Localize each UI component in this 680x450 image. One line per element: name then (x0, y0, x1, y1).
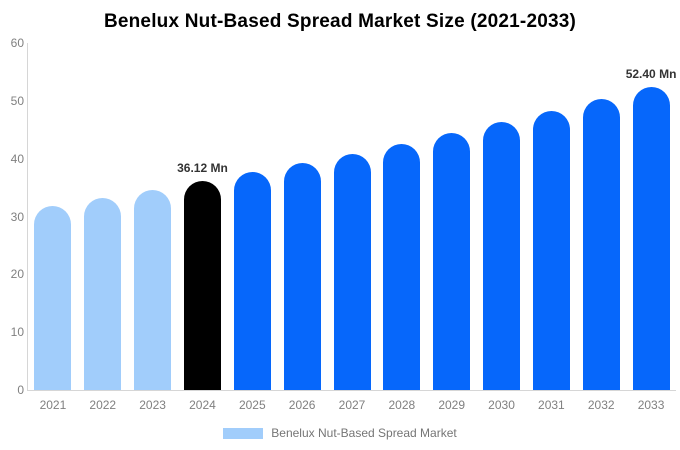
x-tick-label-2021: 2021 (39, 398, 67, 412)
bar-2029[interactable] (433, 133, 471, 390)
chart-title: Benelux Nut-Based Spread Market Size (20… (103, 11, 577, 32)
x-axis-line (27, 390, 676, 391)
y-tick-label-20: 20 (10, 267, 24, 282)
bar-2022[interactable] (84, 197, 122, 390)
bar-2026[interactable] (283, 163, 321, 390)
x-tick-label-2023: 2023 (139, 398, 166, 412)
value-label-2033: 52.40 Mn (625, 66, 677, 81)
x-tick-label-2032: 2032 (587, 398, 615, 412)
bar-2024[interactable] (183, 181, 221, 390)
bar-2027[interactable] (333, 153, 371, 390)
bar-2032[interactable] (582, 99, 620, 390)
y-tick-label-30: 30 (10, 209, 24, 224)
y-tick-label-40: 40 (10, 151, 24, 166)
bar-2031[interactable] (532, 111, 570, 390)
bar-2033[interactable] (632, 86, 670, 390)
x-tick-label-2024: 2024 (189, 398, 216, 412)
legend-swatch (223, 427, 264, 439)
bar-2021[interactable] (34, 205, 72, 390)
x-tick-label-2028: 2028 (388, 398, 416, 412)
bar-2025[interactable] (233, 172, 271, 390)
y-tick-label-50: 50 (10, 93, 24, 108)
x-tick-label-2029: 2029 (438, 398, 466, 412)
y-tick-label-10: 10 (10, 325, 24, 340)
x-tick-label-2031: 2031 (538, 398, 565, 412)
legend[interactable]: Benelux Nut-Based Spread Market (0, 426, 680, 440)
x-tick-label-2030: 2030 (488, 398, 515, 412)
y-tick-label-0: 0 (17, 383, 24, 397)
y-axis-line (27, 43, 28, 390)
legend-label: Benelux Nut-Based Spread Market (271, 426, 457, 440)
bar-2030[interactable] (483, 122, 521, 390)
x-tick-label-2027: 2027 (338, 398, 366, 412)
x-tick-label-2022: 2022 (89, 398, 117, 412)
bar-2023[interactable] (134, 189, 172, 390)
x-tick-label-2026: 2026 (288, 398, 316, 412)
x-tick-label-2025: 2025 (238, 398, 266, 412)
bar-2028[interactable] (383, 143, 421, 390)
x-tick-label-2033: 2033 (637, 398, 665, 412)
value-label-2024: 36.12 Mn (177, 161, 228, 176)
y-tick-label-60: 60 (10, 36, 24, 50)
